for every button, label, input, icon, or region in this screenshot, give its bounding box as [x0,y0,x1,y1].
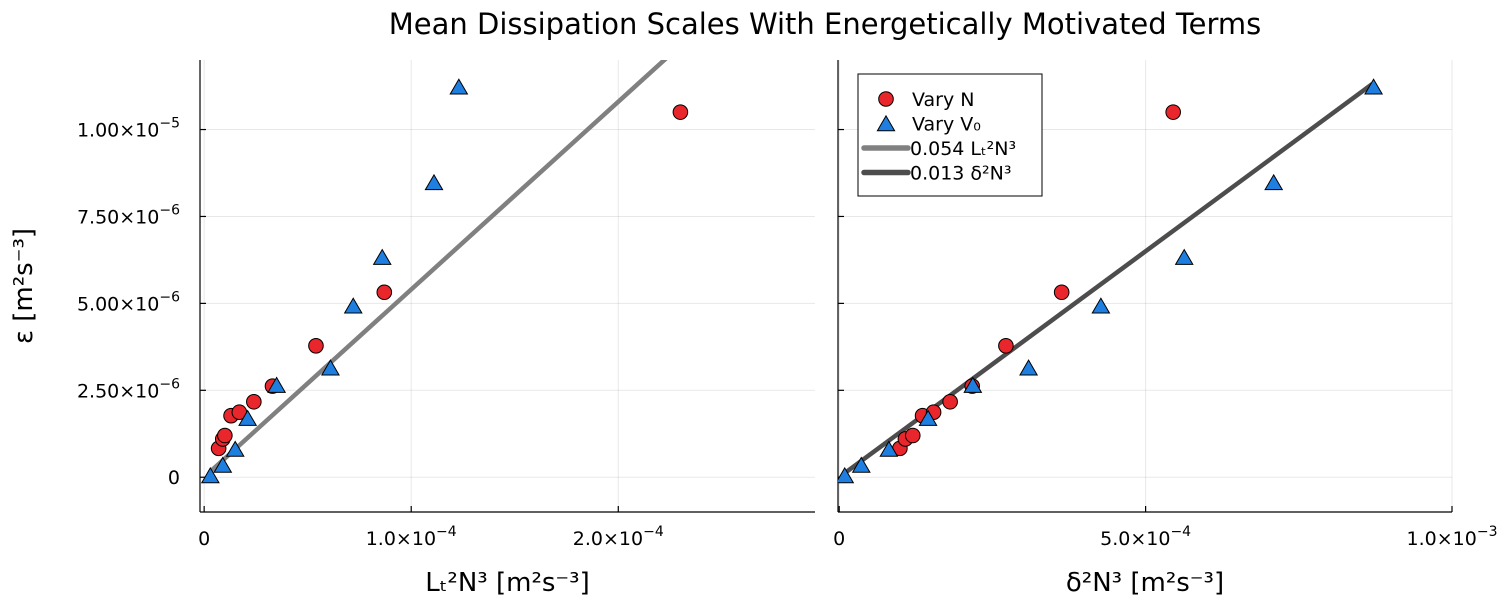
x-tick-label: 5.0×10−4 [1100,524,1191,550]
x-tick-label-exponent: −4 [1170,524,1191,540]
x-tick-label: 0 [198,528,210,550]
x-tick-label: 1.0×10−3 [1407,524,1498,550]
left-panel: 0 2.50×10−6 5.00×10−6 7.50×10−6 1.00×10−5 0 1.… [77,60,815,598]
legend-marker-circle [878,91,894,107]
y-tick-label: 0 [168,467,180,489]
y-tick-label-exponent: −6 [159,289,180,305]
plot-marks [200,60,689,484]
y-axis-title: ε [m²s⁻³] [9,228,39,344]
legend-label: Vary N [912,89,974,111]
legend: Vary N Vary V₀0.054 Lₜ²N³ 0.013 δ²N³ [857,73,1043,197]
data-point-triangle [343,297,363,314]
data-point-circle [376,284,393,301]
data-point-triangle [838,466,855,484]
data-point-circle [246,393,262,410]
plot-marks [838,78,1384,484]
x-axis-title: δ²N³ [m²s⁻³] [1066,568,1224,598]
data-point-triangle [963,376,983,393]
x-tick-label: 2.0×10−4 [573,524,664,550]
data-point-triangle [238,409,258,426]
data-point-circle [217,427,233,444]
data-point-triangle [1264,173,1284,191]
x-tick-label-exponent: −3 [1477,524,1498,540]
y-tick-label: 5.00×10−6 [77,289,180,315]
data-point-circle [904,427,921,444]
data-point-circle [998,338,1014,354]
data-point-triangle [424,173,444,191]
y-tick-label-exponent: −5 [159,116,180,132]
data-point-circle [942,393,958,410]
x-tick-label: 1.0×10−4 [366,524,457,550]
y-tick-label-exponent: −6 [159,202,180,218]
data-point-triangle [200,466,220,484]
data-point-triangle [1019,359,1039,376]
y-tick-label: 1.00×10−5 [77,116,180,142]
data-point-triangle [1174,248,1194,265]
y-tick-label-exponent: −6 [159,376,180,392]
data-point-circle [1165,104,1181,120]
legend-label: 0.054 Lₜ²N³ [910,138,1016,160]
data-point-triangle [918,409,938,426]
data-point-triangle [1364,78,1384,95]
y-tick-label: 7.50×10−6 [77,202,180,228]
data-point-triangle [851,456,871,473]
chart-title: Mean Dissipation Scales With Energetical… [389,7,1261,41]
data-point-triangle [320,359,340,376]
x-tick-label-exponent: −4 [643,524,664,540]
y-tick-label: 2.50×10−6 [77,376,180,402]
data-point-triangle [879,440,899,457]
data-point-circle [308,338,324,354]
data-point-circle [672,104,689,120]
data-point-triangle [267,376,287,393]
x-axis-title: Lₜ²N³ [m²s⁻³] [425,568,589,598]
data-point-triangle [449,78,469,95]
data-point-circle [1053,284,1070,301]
data-point-triangle [225,440,245,457]
x-tick-label: 0 [833,528,845,550]
legend-marker-triangle [876,114,896,132]
fit-line [208,60,668,474]
right-panel: 0 5.0×10−4 1.0×10−3 δ²N³ [m²s⁻³] [833,60,1497,598]
data-point-triangle [213,456,233,473]
legend-label: 0.013 δ²N³ [910,163,1012,185]
x-tick-label-exponent: −4 [436,524,457,540]
legend-label: Vary V₀ [912,114,981,136]
data-point-triangle [372,248,392,265]
data-point-triangle [1091,297,1111,314]
